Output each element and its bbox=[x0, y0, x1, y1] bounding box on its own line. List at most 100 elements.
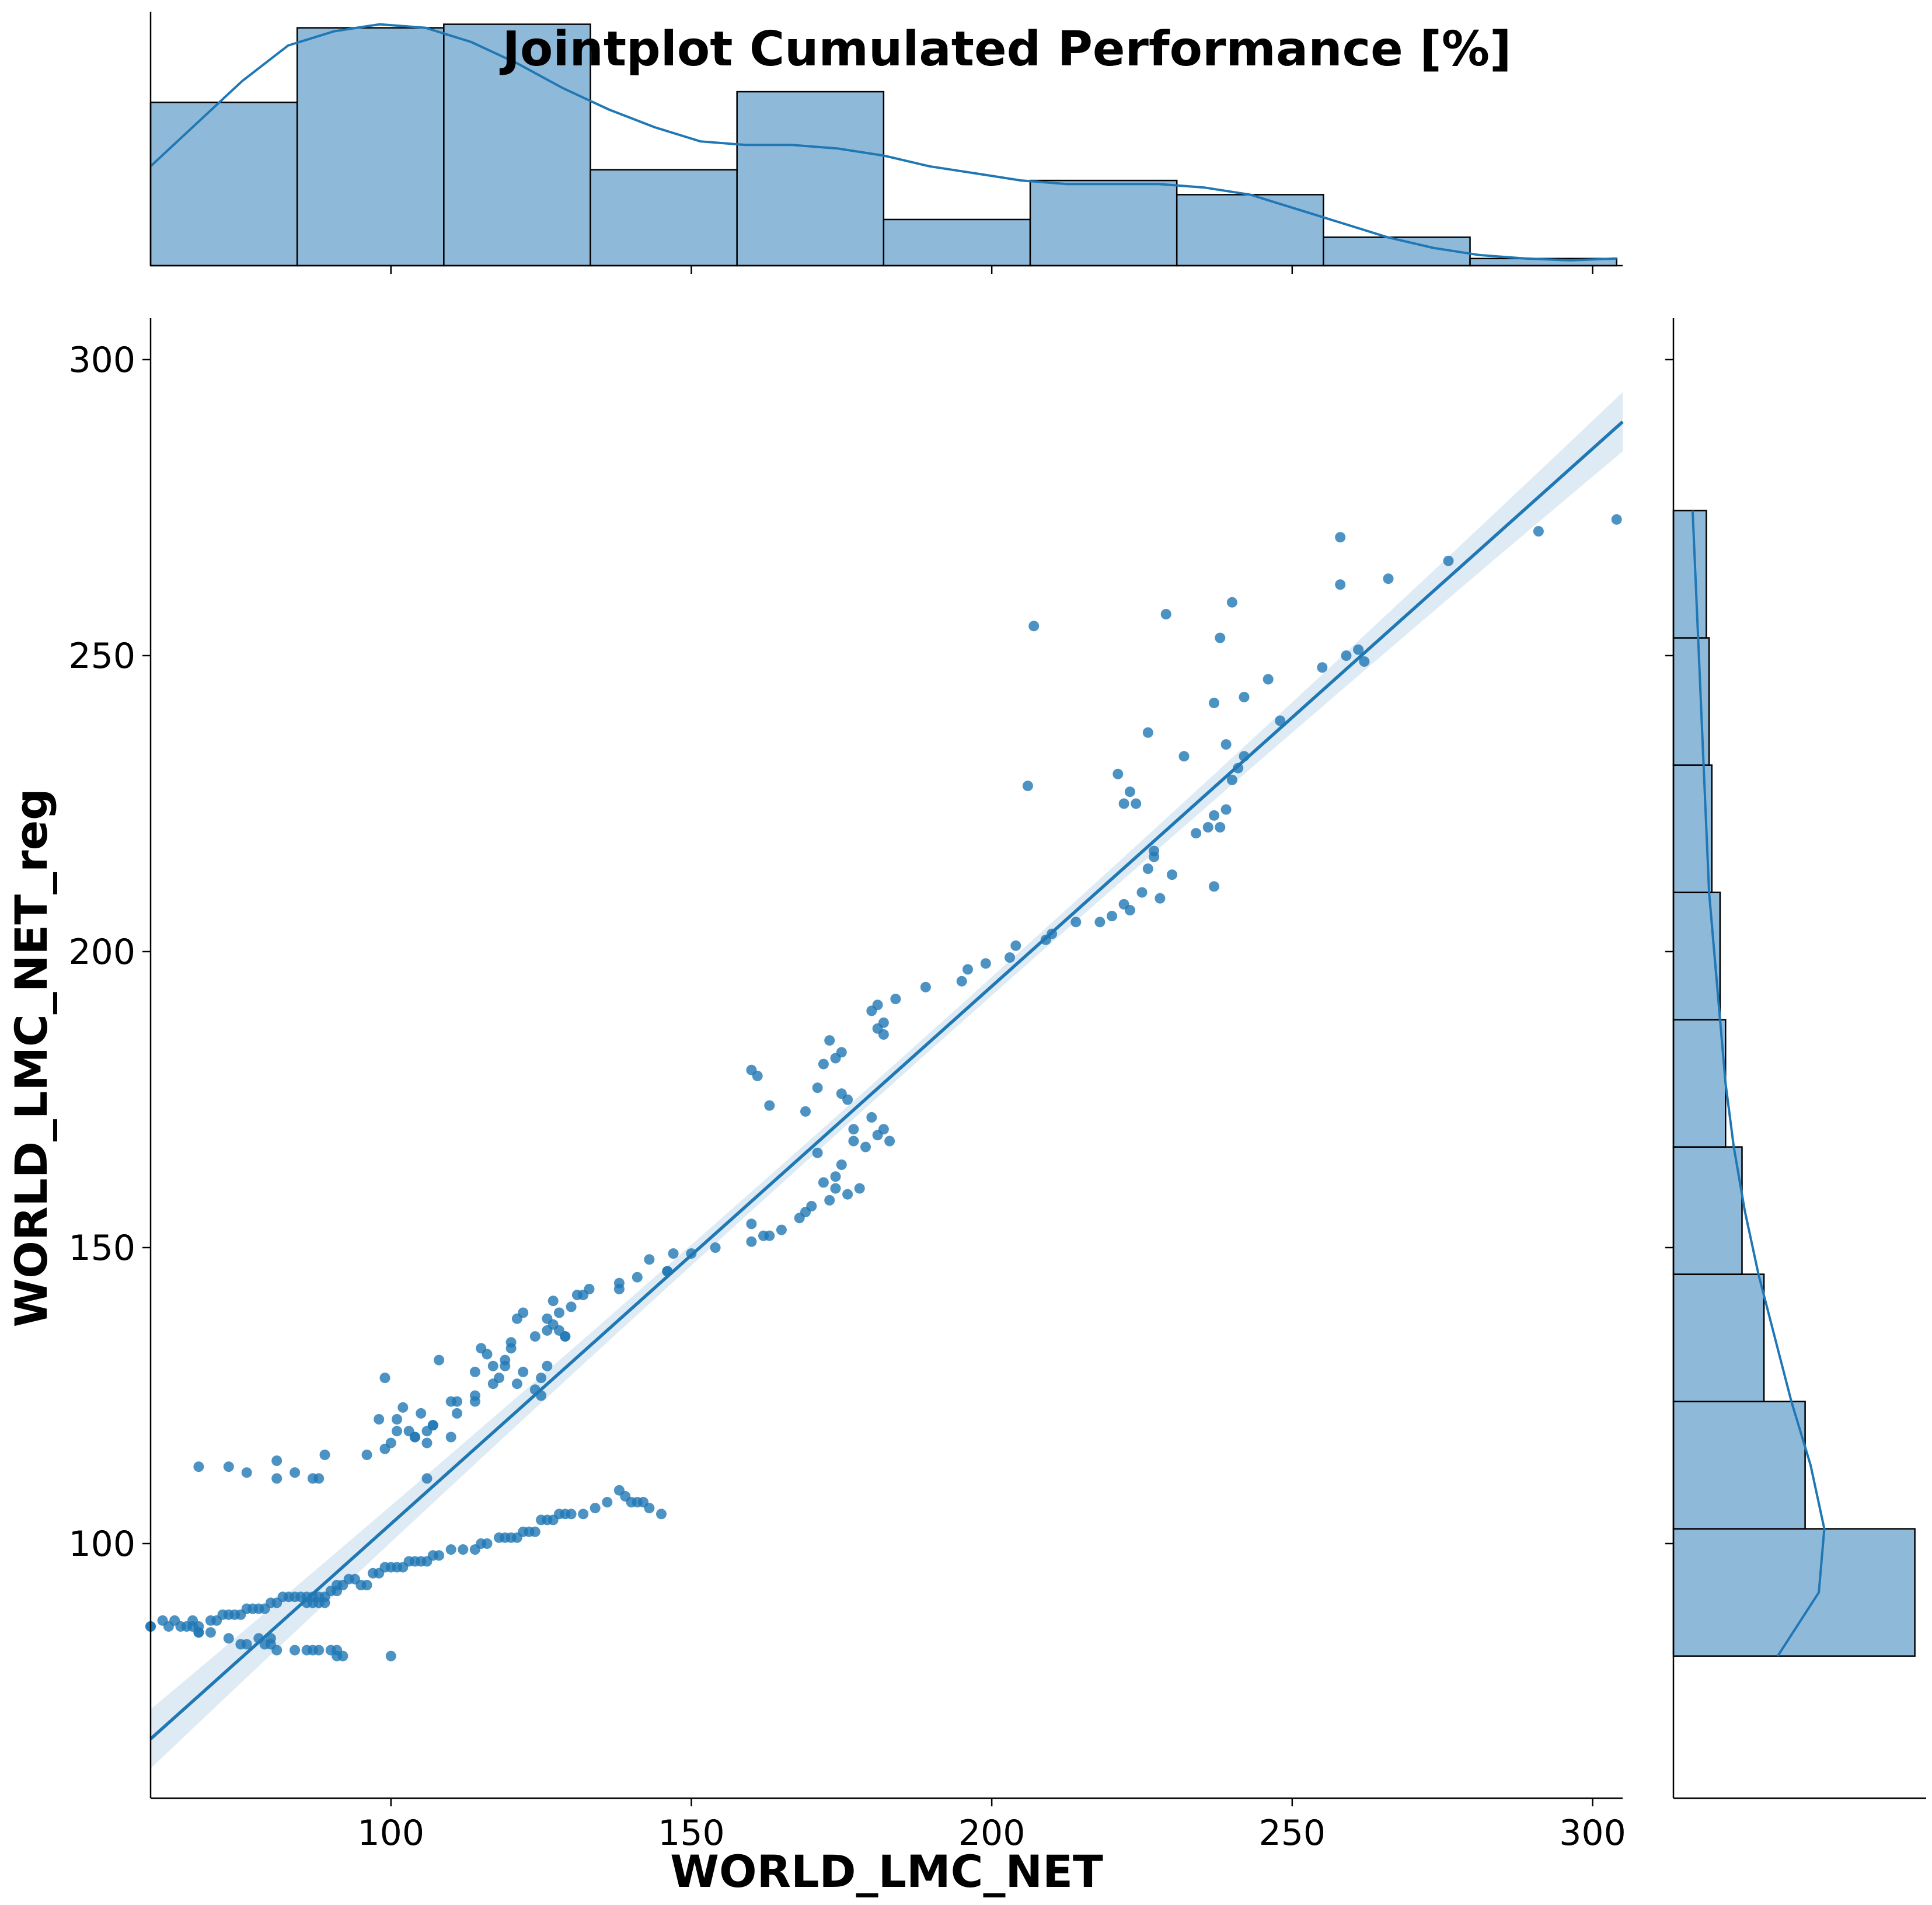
scatter-point bbox=[644, 1503, 655, 1514]
scatter-point bbox=[290, 1645, 301, 1656]
scatter-point bbox=[1142, 863, 1153, 874]
scatter-point bbox=[1160, 609, 1171, 619]
scatter-point bbox=[416, 1408, 427, 1419]
right-histogram-bar bbox=[1672, 1528, 1916, 1657]
right-histogram-bar bbox=[1672, 891, 1721, 1021]
scatter-point bbox=[421, 1437, 433, 1448]
top-histogram-bar bbox=[736, 90, 885, 267]
regression-line bbox=[149, 420, 1624, 1740]
scatter-point bbox=[529, 1526, 540, 1537]
scatter-point bbox=[374, 1414, 385, 1425]
scatter-point bbox=[1113, 768, 1124, 779]
scatter-point bbox=[848, 1124, 859, 1135]
scatter-points bbox=[145, 514, 1622, 1662]
scatter-point bbox=[752, 1070, 763, 1081]
main-scatter-axes: 100 150 200 250 300 100 150 200 250 300 WORLD_LM… bbox=[5, 318, 1626, 1897]
scatter-point bbox=[1220, 804, 1232, 815]
scatter-point bbox=[776, 1224, 787, 1235]
scatter-point bbox=[241, 1639, 252, 1650]
scatter-point bbox=[500, 1360, 511, 1371]
scatter-point bbox=[872, 999, 883, 1011]
scatter-point bbox=[445, 1544, 456, 1555]
scatter-point bbox=[812, 1082, 823, 1093]
scatter-point bbox=[806, 1201, 817, 1211]
scatter-point bbox=[1383, 573, 1394, 584]
scatter-point bbox=[566, 1301, 577, 1312]
right-histogram-bar bbox=[1672, 1401, 1806, 1530]
scatter-point bbox=[848, 1136, 859, 1147]
scatter-point bbox=[1611, 514, 1622, 525]
scatter-point bbox=[884, 1136, 895, 1147]
y-tick-label: 200 bbox=[68, 932, 135, 973]
scatter-point bbox=[1533, 526, 1544, 537]
scatter-point bbox=[1124, 786, 1135, 797]
top-histogram-bar bbox=[883, 218, 1031, 267]
y-tick-label: 250 bbox=[68, 636, 135, 677]
scatter-point bbox=[421, 1473, 433, 1484]
scatter-point bbox=[764, 1100, 775, 1111]
y-tick-label: 150 bbox=[68, 1228, 135, 1269]
scatter-point bbox=[1149, 851, 1160, 862]
scatter-point bbox=[427, 1420, 438, 1431]
scatter-point bbox=[482, 1538, 493, 1549]
scatter-point bbox=[487, 1360, 498, 1371]
scatter-point bbox=[746, 1218, 757, 1230]
scatter-point bbox=[613, 1284, 625, 1294]
scatter-point bbox=[842, 1094, 853, 1105]
scatter-point bbox=[1178, 751, 1190, 762]
scatter-point bbox=[644, 1254, 655, 1265]
top-histogram-bar bbox=[1029, 179, 1178, 267]
right-histogram-bar bbox=[1672, 1146, 1743, 1275]
scatter-point bbox=[602, 1497, 613, 1507]
scatter-point bbox=[392, 1426, 402, 1437]
scatter-point bbox=[1215, 632, 1226, 643]
scatter-point bbox=[560, 1331, 571, 1342]
scatter-point bbox=[547, 1295, 559, 1307]
scatter-point bbox=[1209, 881, 1219, 892]
scatter-point bbox=[505, 1343, 517, 1354]
scatter-point bbox=[1239, 692, 1250, 702]
scatter-point bbox=[385, 1437, 396, 1448]
top-histogram-bar bbox=[1323, 236, 1471, 267]
scatter-point bbox=[313, 1473, 325, 1484]
scatter-point bbox=[1202, 822, 1213, 833]
scatter-point bbox=[632, 1272, 643, 1283]
scatter-point bbox=[319, 1449, 330, 1460]
scatter-point bbox=[193, 1627, 204, 1638]
scatter-point bbox=[878, 1029, 889, 1040]
scatter-point bbox=[271, 1473, 283, 1484]
x-axis-label: WORLD_LMC_NET bbox=[670, 1845, 1103, 1897]
top-histogram-bar bbox=[296, 27, 445, 267]
scatter-point bbox=[1022, 781, 1033, 792]
y-axis-ticks: 100 150 200 250 300 bbox=[68, 340, 151, 1565]
scatter-point bbox=[319, 1597, 330, 1608]
scatter-point bbox=[271, 1455, 283, 1466]
scatter-point bbox=[271, 1645, 283, 1656]
scatter-point bbox=[163, 1621, 174, 1632]
scatter-point bbox=[1341, 650, 1352, 661]
scatter-point bbox=[836, 1047, 847, 1058]
scatter-point bbox=[656, 1509, 667, 1520]
scatter-point bbox=[385, 1650, 396, 1662]
scatter-point bbox=[878, 1124, 889, 1135]
scatter-point bbox=[1215, 822, 1226, 833]
scatter-point bbox=[1359, 656, 1370, 667]
top-histogram-bars bbox=[149, 23, 1617, 267]
right-marginal-histogram bbox=[1665, 318, 1926, 1799]
scatter-point bbox=[1136, 887, 1148, 898]
x-tick-label: 100 bbox=[357, 1813, 424, 1854]
scatter-point bbox=[397, 1402, 409, 1413]
top-histogram-bar bbox=[1176, 194, 1324, 267]
scatter-point bbox=[830, 1171, 841, 1182]
y-axis-label: WORLD_LMC_NET_reg bbox=[5, 788, 57, 1327]
scatter-point bbox=[554, 1307, 564, 1318]
scatter-point bbox=[800, 1106, 811, 1117]
scatter-point bbox=[1028, 621, 1040, 632]
scatter-point bbox=[920, 981, 931, 992]
scatter-point bbox=[710, 1242, 721, 1253]
scatter-point bbox=[445, 1396, 456, 1407]
scatter-point bbox=[1010, 940, 1021, 951]
scatter-point bbox=[1226, 774, 1237, 785]
scatter-point bbox=[290, 1467, 301, 1478]
